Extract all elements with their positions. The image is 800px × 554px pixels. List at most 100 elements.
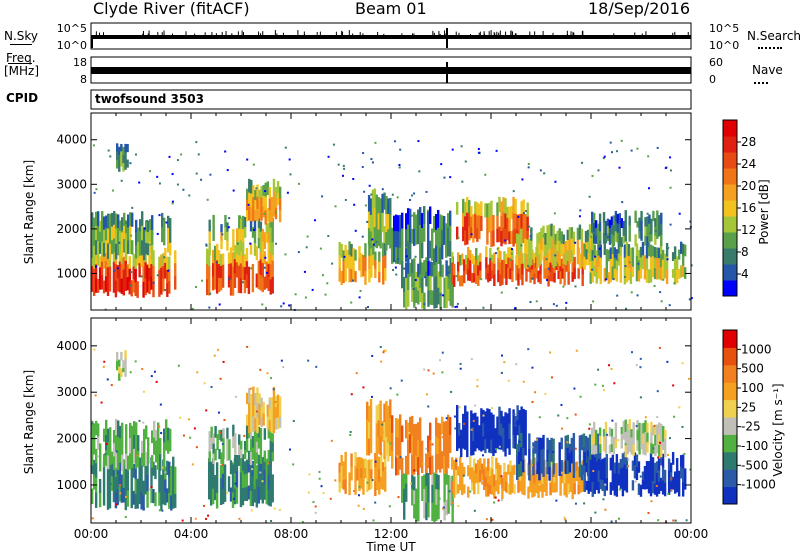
heatmap-cell [163,231,166,246]
heatmap-cell [138,488,141,505]
heatmap-cell [658,444,661,457]
heatmap-cell [350,301,353,304]
nsearch-tick-top: 10^5 [709,22,739,35]
heatmap-cell [451,148,454,151]
heatmap-cell [621,453,625,468]
heatmap-cell [473,255,476,266]
heatmap-cell [601,384,604,387]
heatmap-cell [376,456,379,468]
heatmap-cell [662,433,665,443]
heatmap-cell [150,276,153,290]
heatmap-cell [413,290,416,308]
heatmap-cell [479,470,482,483]
heatmap-cell [594,235,598,244]
heatmap-cell [524,253,527,269]
heatmap-cell [342,261,345,273]
heatmap-cell [513,413,516,416]
heatmap-cell [187,418,190,421]
heatmap-cell [329,497,332,500]
heatmap-cell [419,225,422,244]
heatmap-cell [540,238,543,250]
heatmap-cell [94,492,98,508]
heatmap-cell [292,420,295,423]
heatmap-cell [415,488,418,506]
heatmap-cell [568,251,572,264]
heatmap-cell [502,416,505,429]
heatmap-cell [239,489,243,508]
heatmap-cell [626,434,629,445]
heatmap-cell [646,422,649,434]
heatmap-cell [425,190,428,193]
heatmap-cell [639,267,643,279]
heatmap-cell [252,209,255,222]
heatmap-cell [366,401,369,420]
heatmap-cell [124,152,127,162]
heatmap-cell [102,255,106,269]
heatmap-cell [360,253,363,266]
heatmap-cell [451,501,454,504]
heatmap-cell [675,469,679,482]
heatmap-cell [506,206,509,219]
heatmap-cell [625,457,629,470]
heatmap-cell [139,243,142,256]
heatmap-cell [518,256,521,269]
heatmap-cell [650,432,653,444]
heatmap-cell [133,448,136,464]
heatmap-cell [493,474,496,487]
heatmap-cell [226,222,229,233]
heatmap-cell [443,176,446,179]
heatmap-cell [143,454,146,467]
heatmap-cell [305,246,308,249]
heatmap-cell [211,458,215,474]
heatmap-cell [572,447,576,464]
heatmap-cell [443,230,446,245]
heatmap-cell [381,421,384,442]
heatmap-cell [117,241,120,256]
nsearch-tick-bottom: 10^0 [709,39,739,52]
heatmap-cell [473,482,476,495]
heatmap-cell [468,226,471,241]
heatmap-cell [122,146,125,156]
heatmap-cell [562,285,565,288]
heatmap-cell [673,482,677,494]
heatmap-cell [634,210,637,223]
heatmap-cell [539,273,542,284]
heatmap-cell [107,455,110,470]
heatmap-cell [629,271,633,285]
heatmap-cell [585,480,588,491]
heatmap-cell [340,465,343,478]
heatmap-cell [284,253,287,256]
heatmap-cell [531,269,534,280]
heatmap-cell [625,469,629,481]
heatmap-cell [501,477,504,489]
heatmap-cell [598,247,601,250]
heatmap-cell [592,470,595,473]
heatmap-cell [274,407,278,419]
heatmap-cell [549,351,552,354]
heatmap-cell [288,304,291,307]
heatmap-cell [470,428,473,431]
heatmap-cell [437,453,440,470]
heatmap-cell [644,217,647,227]
heatmap-cell [558,253,561,267]
heatmap-cell [443,438,446,457]
heatmap-cell [405,277,408,294]
heatmap-cell [395,247,398,264]
heatmap-cell [123,225,126,240]
heatmap-cell [588,224,592,237]
heatmap-cell [607,364,610,367]
heatmap-cell [360,478,363,489]
heatmap-cell [380,360,383,363]
heatmap-cell [261,303,264,306]
heatmap-cell [354,271,357,283]
heatmap-cell [588,236,592,250]
heatmap-cell [512,409,515,423]
heatmap-cell [475,463,478,474]
heatmap-cell [558,442,561,454]
heatmap-cell [602,222,606,234]
heatmap-cell [421,292,424,309]
heatmap-cell [399,247,402,265]
heatmap-cell [395,456,398,476]
heatmap-cell [427,405,430,408]
heatmap-cell [258,189,261,200]
